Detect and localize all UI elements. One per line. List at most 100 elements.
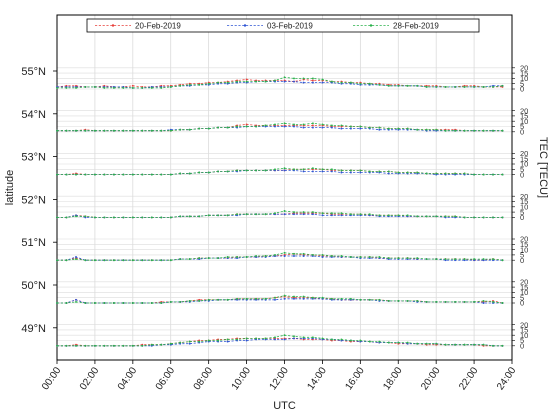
data-point-28-Feb-2019-52°N	[311, 211, 314, 214]
series-line-28-Feb-2019-53°N	[57, 167, 503, 175]
data-point-28-Feb-2019-50°N	[236, 297, 239, 300]
data-point-28-Feb-2019-55°N	[160, 86, 163, 89]
data-point-28-Feb-2019-50°N	[435, 300, 438, 303]
data-point-28-Feb-2019-52°N	[435, 215, 438, 218]
data-point-28-Feb-2019-53°N	[217, 170, 220, 173]
x-tick: 04:00	[116, 365, 140, 392]
data-point-03-Feb-2019-51°N	[321, 256, 324, 258]
data-point-28-Feb-2019-50°N	[368, 298, 371, 301]
data-point-28-Feb-2019-53°N	[387, 170, 390, 173]
data-point-28-Feb-2019-54°N	[84, 129, 87, 132]
data-point-28-Feb-2019-53°N	[425, 172, 428, 175]
data-point-28-Feb-2019-51°N	[245, 256, 248, 258]
data-point-28-Feb-2019-54°N	[103, 129, 106, 132]
tec-tick: 5	[520, 293, 524, 302]
data-point-28-Feb-2019-54°N	[93, 129, 96, 132]
data-point-03-Feb-2019-52°N	[330, 214, 333, 217]
data-point-28-Feb-2019-54°N	[492, 129, 494, 132]
data-point-28-Feb-2019-53°N	[473, 173, 476, 176]
data-point-28-Feb-2019-55°N	[444, 85, 447, 88]
data-point-28-Feb-2019-53°N	[75, 173, 77, 176]
data-point-28-Feb-2019-52°N	[349, 213, 352, 216]
data-point-28-Feb-2019-52°N	[122, 216, 125, 219]
data-point-28-Feb-2019-51°N	[112, 259, 115, 262]
data-point-28-Feb-2019-51°N	[226, 256, 229, 258]
data-point-28-Feb-2019-50°N	[321, 296, 324, 299]
tec-tick: 20	[520, 320, 528, 329]
data-point-28-Feb-2019-52°N	[387, 214, 390, 217]
data-point-03-Feb-2019-52°N	[293, 213, 295, 216]
data-point-28-Feb-2019-54°N	[416, 128, 419, 131]
data-point-03-Feb-2019-53°N	[283, 169, 286, 172]
data-point-28-Feb-2019-50°N	[397, 299, 400, 302]
data-point-28-Feb-2019-50°N	[444, 300, 447, 303]
data-point-28-Feb-2019-49°N	[207, 339, 210, 342]
right-axis-label: TEC [TECU]	[537, 137, 549, 198]
data-point-28-Feb-2019-53°N	[245, 169, 248, 172]
data-point-28-Feb-2019-51°N	[435, 258, 438, 261]
data-point-28-Feb-2019-49°N	[75, 344, 77, 347]
data-point-28-Feb-2019-51°N	[75, 258, 77, 261]
data-point-28-Feb-2019-50°N	[274, 296, 276, 299]
data-point-28-Feb-2019-50°N	[425, 300, 428, 303]
data-point-28-Feb-2019-52°N	[378, 214, 381, 217]
data-point-28-Feb-2019-55°N	[387, 84, 390, 87]
data-point-28-Feb-2019-52°N	[169, 216, 172, 219]
series-28-Feb-2019	[56, 76, 504, 347]
tec-tick: 10	[520, 160, 528, 169]
data-point-28-Feb-2019-53°N	[226, 170, 229, 173]
tec-tick: 15	[520, 154, 528, 163]
data-point-28-Feb-2019-49°N	[368, 340, 371, 343]
data-point-28-Feb-2019-55°N	[454, 85, 457, 88]
data-point-03-Feb-2019-50°N	[482, 302, 485, 304]
data-point-28-Feb-2019-50°N	[93, 302, 96, 304]
data-point-28-Feb-2019-50°N	[359, 298, 362, 301]
data-point-28-Feb-2019-49°N	[141, 344, 144, 347]
data-point-28-Feb-2019-51°N	[293, 252, 295, 255]
data-point-28-Feb-2019-53°N	[368, 170, 371, 173]
tec-tick: 5	[520, 208, 524, 217]
data-point-03-Feb-2019-49°N	[283, 338, 286, 341]
data-point-03-Feb-2019-54°N	[340, 127, 343, 130]
legend-marker-03-Feb-2019	[243, 24, 247, 27]
data-point-03-Feb-2019-50°N	[75, 298, 77, 301]
data-point-28-Feb-2019-55°N	[492, 85, 494, 88]
data-point-28-Feb-2019-54°N	[473, 129, 476, 132]
legend-entry-03-Feb-2019: 03-Feb-2019	[267, 22, 313, 31]
data-point-28-Feb-2019-53°N	[349, 169, 352, 172]
tec-tick: 20	[520, 106, 528, 115]
data-point-20-Feb-2019-55°N	[311, 79, 314, 82]
data-point-03-Feb-2019-55°N	[283, 80, 286, 83]
data-point-28-Feb-2019-51°N	[340, 255, 343, 257]
legend-marker-28-Feb-2019	[369, 24, 373, 27]
data-point-28-Feb-2019-51°N	[65, 259, 68, 262]
data-point-28-Feb-2019-55°N	[179, 84, 182, 87]
data-point-28-Feb-2019-49°N	[378, 340, 381, 343]
data-point-03-Feb-2019-53°N	[311, 170, 314, 173]
tec-tick: 20	[520, 64, 528, 73]
tec-tick: 15	[520, 283, 528, 292]
data-point-28-Feb-2019-51°N	[207, 257, 210, 260]
x-tick: 24:00	[495, 365, 519, 392]
data-point-28-Feb-2019-55°N	[274, 79, 276, 82]
data-point-28-Feb-2019-54°N	[226, 126, 229, 129]
series-line-28-Feb-2019-49°N	[57, 334, 503, 347]
data-point-28-Feb-2019-53°N	[454, 172, 457, 175]
data-point-28-Feb-2019-54°N	[463, 129, 466, 132]
data-point-28-Feb-2019-50°N	[264, 297, 267, 300]
data-point-28-Feb-2019-50°N	[198, 299, 201, 302]
data-point-28-Feb-2019-50°N	[131, 302, 134, 304]
legend-entry-28-Feb-2019: 28-Feb-2019	[393, 22, 439, 31]
data-point-28-Feb-2019-50°N	[349, 297, 352, 300]
data-point-28-Feb-2019-49°N	[473, 343, 476, 346]
data-point-28-Feb-2019-50°N	[482, 299, 485, 302]
data-point-28-Feb-2019-52°N	[150, 216, 153, 219]
data-point-20-Feb-2019-55°N	[245, 78, 248, 81]
data-point-28-Feb-2019-52°N	[473, 216, 476, 219]
tec-tick: 20	[520, 149, 528, 158]
data-point-28-Feb-2019-54°N	[131, 129, 134, 132]
data-point-03-Feb-2019-55°N	[321, 81, 324, 84]
data-point-28-Feb-2019-49°N	[482, 343, 485, 346]
data-point-28-Feb-2019-55°N	[217, 81, 220, 84]
series-line-28-Feb-2019-54°N	[57, 122, 503, 132]
